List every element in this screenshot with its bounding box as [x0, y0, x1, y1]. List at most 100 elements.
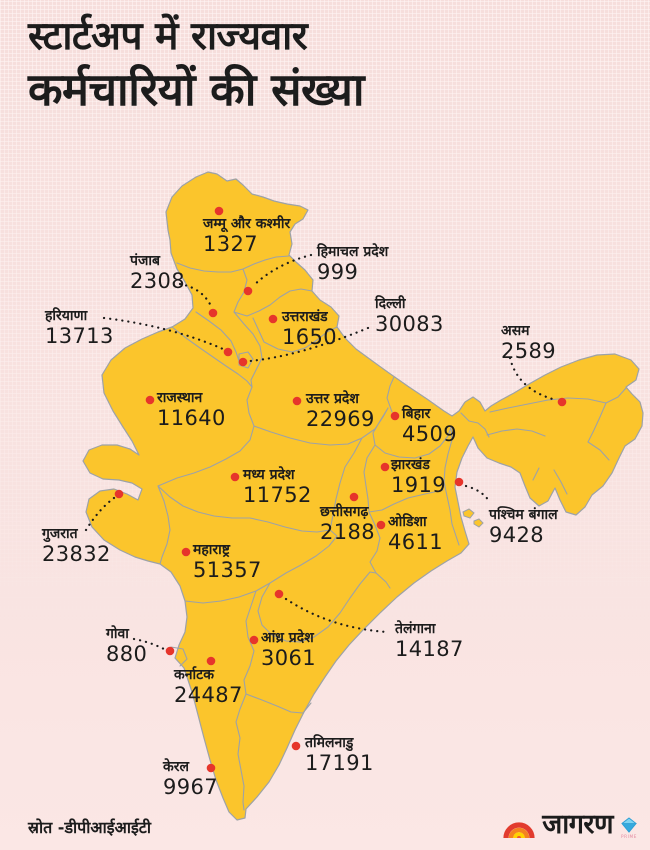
state-dot-telangana: [274, 589, 284, 599]
state-name: कर्नाटक: [174, 667, 214, 683]
state-label-madhya-pradesh: मध्य प्रदेश 11752: [243, 467, 312, 507]
state-name: छत्तीसगढ़: [320, 504, 369, 520]
state-name: राजस्थान: [157, 390, 203, 406]
state-value: 999: [317, 260, 359, 284]
state-value: 23832: [42, 542, 111, 566]
state-value: 3061: [261, 646, 317, 670]
state-dot-haryana: [223, 347, 233, 357]
state-name: तमिलनाडु: [305, 735, 354, 751]
state-name: तेलंगाना: [395, 621, 436, 637]
state-dot-bihar: [390, 411, 400, 421]
state-dots: [114, 206, 567, 773]
state-label-chhattisgarh: छत्तीसगढ़ 2188: [320, 504, 375, 544]
state-dot-west-bengal: [454, 477, 464, 487]
state-label-west-bengal: पश्चिम बंगाल 9428: [489, 507, 558, 547]
state-dot-gujarat: [114, 489, 124, 499]
state-value: 22969: [306, 407, 375, 431]
state-label-kerala: केरल 9967: [163, 759, 218, 799]
state-label-himachal-pradesh: हिमाचल प्रदेश 999: [317, 244, 388, 284]
state-dot-madhya-pradesh: [230, 472, 240, 482]
state-value: 11752: [243, 483, 312, 507]
leader-lines: [84, 253, 558, 651]
state-label-andhra-pradesh: आंध्र प्रदेश 3061: [261, 630, 316, 670]
state-name: उत्तर प्रदेश: [306, 391, 359, 407]
state-value: 1327: [203, 232, 259, 256]
source-note: स्रोत -डीपीआईआईटी: [28, 818, 152, 837]
title-line-1: स्टार्टअप में राज्यवार: [28, 14, 308, 59]
state-dot-chhattisgarh: [349, 492, 359, 502]
title-line-2: कर्मचारियों की संख्या: [28, 62, 365, 116]
state-value: 9967: [163, 775, 219, 799]
state-name: पंजाब: [130, 253, 160, 269]
india-outline: [82, 171, 644, 821]
state-value: 30083: [375, 312, 444, 336]
state-label-punjab: पंजाब 2308: [130, 253, 185, 293]
state-label-bihar: बिहार 4509: [402, 406, 457, 446]
state-border-central: [157, 376, 460, 589]
state-label-rajasthan: राजस्थान 11640: [157, 390, 226, 430]
state-label-assam: असम 2589: [501, 323, 556, 363]
state-label-telangana: तेलंगाना 14187: [395, 621, 464, 661]
state-label-goa: गोवा 880: [106, 626, 147, 666]
state-name: जम्मू और कश्मीर: [203, 216, 291, 232]
state-dot-punjab: [208, 308, 218, 318]
state-dot-karnataka: [206, 656, 216, 666]
state-name: गोवा: [106, 626, 129, 642]
state-label-gujarat: गुजरात 23832: [42, 526, 111, 566]
state-name: असम: [501, 323, 530, 339]
coastal-islets: [462, 508, 484, 528]
state-dot-assam: [557, 397, 567, 407]
state-dot-himachal-pradesh: [243, 286, 253, 296]
state-dot-odisha: [376, 520, 386, 530]
state-value: 4509: [402, 422, 458, 446]
prime-badge: PRIME: [620, 817, 638, 839]
state-dot-uttar-pradesh: [292, 396, 302, 406]
state-label-jharkhand: झारखंड 1919: [391, 457, 446, 497]
state-value: 1650: [282, 325, 338, 349]
page-title: स्टार्टअप में राज्यवार कर्मचारियों की सं…: [28, 14, 365, 117]
state-value: 17191: [305, 751, 374, 775]
state-value: 24487: [174, 683, 243, 707]
state-value: 51357: [193, 558, 262, 582]
state-label-tamil-nadu: तमिलनाडु 17191: [305, 735, 374, 775]
state-label-maharashtra: महाराष्ट्र 51357: [193, 542, 262, 582]
state-name: उत्तराखंड: [282, 309, 328, 325]
state-value: 4611: [388, 530, 444, 554]
brand-sub-label: PRIME: [621, 834, 637, 839]
state-dot-jammu-and-kashmir: [214, 206, 224, 216]
state-name: गुजरात: [42, 526, 78, 542]
state-value: 9428: [489, 523, 545, 547]
prime-diamond-icon: PRIME: [621, 817, 637, 839]
state-dot-rajasthan: [145, 395, 155, 405]
state-name: हरियाणा: [45, 308, 88, 324]
state-name: बिहार: [402, 406, 431, 422]
state-name: ओडिशा: [388, 514, 427, 530]
state-border-south: [170, 529, 377, 811]
state-label-delhi: दिल्ली 30083: [375, 296, 444, 336]
state-label-odisha: ओडिशा 4611: [388, 514, 443, 554]
state-name: महाराष्ट्र: [193, 542, 230, 558]
state-dot-jharkhand: [380, 462, 390, 472]
state-label-uttar-pradesh: उत्तर प्रदेश 22969: [306, 391, 375, 431]
state-dot-uttarakhand: [268, 314, 278, 324]
state-name: हिमाचल प्रदेश: [317, 244, 389, 260]
state-border-northeast: [460, 387, 627, 495]
state-value: 2188: [320, 520, 376, 544]
state-value: 1919: [391, 473, 447, 497]
state-name: पश्चिम बंगाल: [489, 507, 558, 523]
brand-name: जागरण: [542, 809, 613, 840]
state-dot-maharashtra: [181, 547, 191, 557]
state-name: आंध्र प्रदेश: [261, 630, 314, 646]
state-value: 880: [106, 642, 148, 666]
state-name: केरल: [163, 759, 189, 775]
state-value: 11640: [157, 406, 226, 430]
state-label-jammu-and-kashmir: जम्मू और कश्मीर 1327: [203, 216, 290, 256]
state-value: 2589: [501, 339, 557, 363]
state-value: 14187: [395, 637, 464, 661]
state-label-uttarakhand: उत्तराखंड 1650: [282, 309, 337, 349]
state-dot-delhi: [238, 357, 248, 367]
state-dot-andhra-pradesh: [249, 635, 259, 645]
state-dot-kerala: [206, 763, 216, 773]
